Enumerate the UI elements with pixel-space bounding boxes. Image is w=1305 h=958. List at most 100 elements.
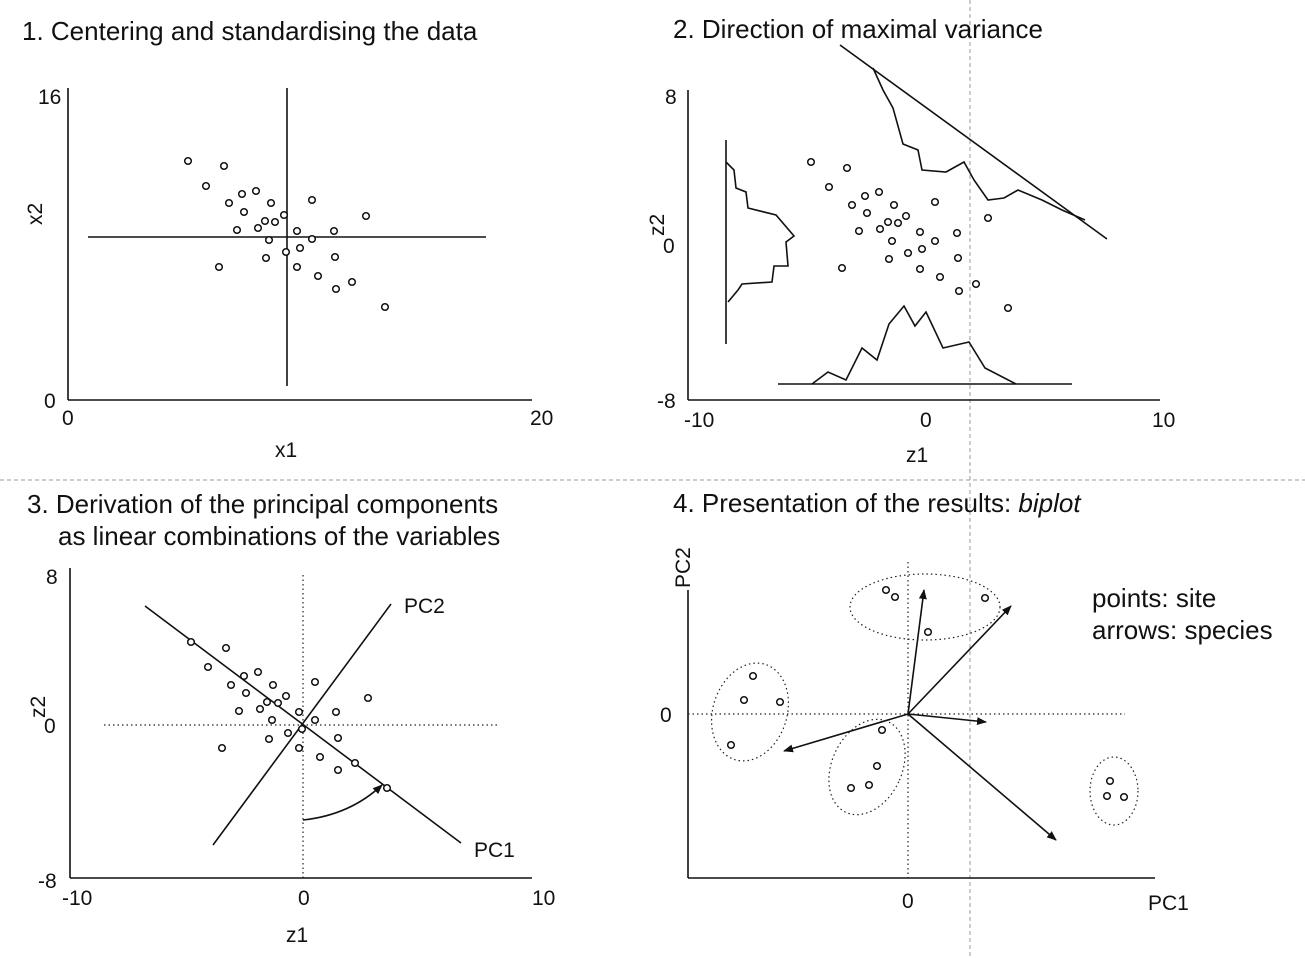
panel-3-point xyxy=(262,697,272,707)
panel-3-point xyxy=(281,691,291,701)
panel-3-point xyxy=(253,667,263,677)
panel-1-point xyxy=(219,161,229,171)
panel-1-point xyxy=(232,225,242,235)
panel-4-species-arrows xyxy=(783,589,1057,841)
site-point xyxy=(864,780,874,790)
panel-1-point xyxy=(307,234,317,244)
site-point xyxy=(1119,792,1129,802)
panel-3-y-min: -8 xyxy=(38,870,57,893)
species-arrow xyxy=(907,605,1012,715)
panel-3-title-line1: 3. Derivation of the principal component… xyxy=(27,489,498,519)
panel-1-point xyxy=(330,252,340,262)
panel-3-scatter xyxy=(186,637,392,793)
panel-3-x-label: z1 xyxy=(286,924,308,947)
site-point xyxy=(881,585,891,595)
panel-1-x-label: x1 xyxy=(275,439,297,462)
panel-2-point xyxy=(887,236,897,246)
species-arrow xyxy=(907,713,987,726)
panel-2-left-histogram xyxy=(725,161,796,303)
panel-3-y-max: 8 xyxy=(46,566,58,589)
panel-3-point xyxy=(186,637,196,647)
panel-2-title: 2. Direction of maximal variance xyxy=(673,14,1043,44)
panel-1-point xyxy=(292,262,302,272)
panel-3-point xyxy=(297,724,307,734)
panel-3-point xyxy=(241,688,251,698)
panel-3-point xyxy=(255,704,265,714)
species-arrow xyxy=(907,713,1057,841)
panel-3-point xyxy=(283,728,293,738)
panel-2-point xyxy=(901,211,911,221)
panel-3-x-min: -10 xyxy=(62,887,92,910)
panel-3-x-mid: 0 xyxy=(298,887,310,910)
panel-4-y-label: PC2 xyxy=(672,547,695,588)
panel-2-y-max: 8 xyxy=(665,86,677,109)
panel-2-point xyxy=(917,244,927,254)
panel-4-y-zero: 0 xyxy=(660,704,672,727)
site-group-outline xyxy=(828,718,906,816)
panel-2-scatter xyxy=(806,157,1013,313)
site-group-outline xyxy=(1089,756,1139,826)
panel-1-title: 1. Centering and standardising the data xyxy=(22,16,478,46)
panel-2-point xyxy=(806,157,816,167)
panel-1-point xyxy=(260,216,270,226)
panel-2-point xyxy=(824,182,834,192)
panel-1-point xyxy=(292,226,302,236)
panel-3-point xyxy=(382,783,392,793)
panel-2-point xyxy=(952,228,962,238)
panel-2-point xyxy=(889,200,899,210)
panel-2-y-mid: 0 xyxy=(663,235,675,258)
panel-1-y-max: 16 xyxy=(38,86,61,109)
panel-1-point xyxy=(380,302,390,312)
site-group-outline xyxy=(849,573,1001,641)
panel-2-x-max: 10 xyxy=(1152,409,1175,432)
panel-2: 2. Direction of maximal variance 8 0 -8 … xyxy=(646,14,1175,467)
panel-1-x-min: 0 xyxy=(62,407,74,430)
panel-2-point xyxy=(935,272,945,282)
site-point xyxy=(980,593,990,603)
panel-1-point xyxy=(266,198,276,208)
site-point xyxy=(923,627,933,637)
panel-4-title: 4. Presentation of the results: biplot xyxy=(673,488,1082,518)
panel-3-point xyxy=(315,752,325,762)
panel-3-point xyxy=(310,677,320,687)
panel-3-rotation-arrow xyxy=(302,784,383,821)
panel-4-x-zero: 0 xyxy=(902,890,914,913)
panel-3-y-mid: 0 xyxy=(44,715,56,738)
panel-2-point xyxy=(842,163,852,173)
panel-2-x-min: -10 xyxy=(684,409,714,432)
panel-4-site-groups xyxy=(710,573,1139,826)
panel-3-pc1-axis xyxy=(144,605,462,844)
site-point xyxy=(1102,791,1112,801)
panel-3-point xyxy=(217,743,227,753)
panel-3-point xyxy=(239,671,249,681)
panel-1-point xyxy=(361,211,371,221)
panel-3-title-line2: as linear combinations of the variables xyxy=(58,521,500,551)
panel-2-point xyxy=(874,187,884,197)
panel-2-point xyxy=(854,226,864,236)
panel-3-point xyxy=(294,743,304,753)
species-arrow xyxy=(783,713,909,753)
panel-4-legend-points: points: site xyxy=(1092,583,1216,613)
panel-3-point xyxy=(226,680,236,690)
panel-4-sites xyxy=(726,585,1129,802)
panel-1-point xyxy=(214,262,224,272)
panel-2-max-variance-direction xyxy=(839,44,1108,240)
panel-3-point xyxy=(363,693,373,703)
panel-3-point xyxy=(268,680,278,690)
panel-2-point xyxy=(930,236,940,246)
panel-2-point xyxy=(860,191,870,201)
panel-2-projection-profile-diagonal xyxy=(872,67,1086,221)
panel-2-y-label: z2 xyxy=(646,214,669,236)
panel-1-point xyxy=(307,195,317,205)
panel-4: 4. Presentation of the results: biplot P… xyxy=(660,488,1273,915)
panel-1-point xyxy=(251,186,261,196)
panel-3-point xyxy=(267,715,277,725)
panel-1-y-label: x2 xyxy=(24,203,47,225)
panel-3-point xyxy=(203,662,213,672)
panel-1-point xyxy=(261,253,271,263)
panel-2-point xyxy=(837,263,847,273)
panel-3-point xyxy=(294,707,304,717)
panel-1-y-min: 0 xyxy=(44,390,56,413)
panel-2-point xyxy=(930,197,940,207)
